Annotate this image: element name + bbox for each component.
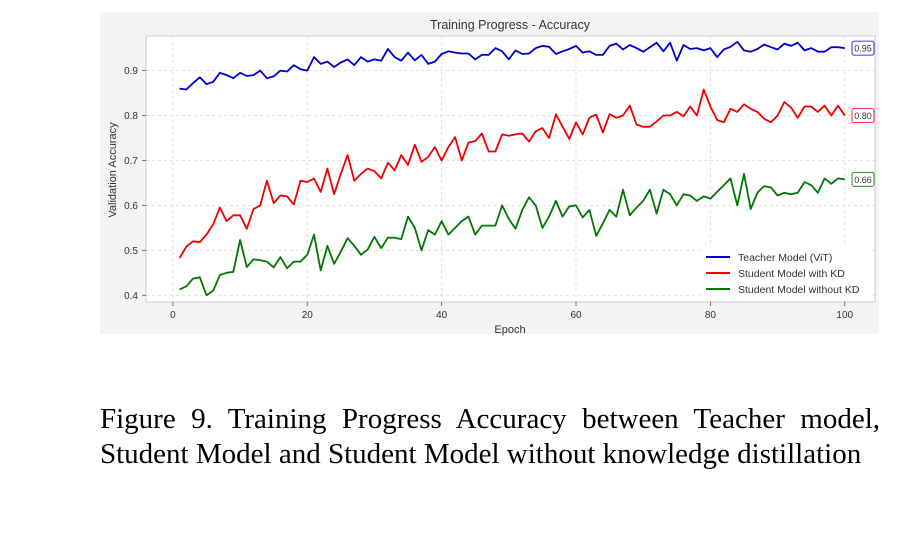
y-tick-label: 0.9 [124,66,138,77]
end-label-text-2: 0.66 [854,175,872,185]
x-tick-label: 40 [436,310,448,321]
chart-figure: Training Progress - Accuracy 0 20 40 60 80 10… [100,12,879,336]
y-tick-label: 0.8 [124,111,138,122]
series-line-0 [179,40,845,91]
series-line-1 [178,88,846,259]
y-tick-label: 0.7 [124,156,138,167]
y-tick-label: 0.5 [124,246,138,257]
x-tick-label: 20 [302,310,314,321]
figure-caption: Figure 9. Training Progress Accuracy bet… [100,403,880,470]
chart-title: Training Progress - Accuracy [430,18,591,32]
legend: Teacher Model (ViT) Student Model with K… [700,247,872,299]
x-tick-label: 60 [570,310,582,321]
x-tick-label: 100 [836,310,853,321]
legend-label-student-kd: Student Model with KD [738,268,845,280]
end-value-labels: 0.95 0.80 0.66 [851,40,875,187]
legend-label-teacher: Teacher Model (ViT) [738,252,832,264]
end-label-text-0: 0.95 [854,44,872,54]
y-tick-label: 0.6 [124,201,138,212]
axis-ticks: 0 20 40 60 80 100 0.4 0.5 0.6 0.7 0.8 0.9 [124,66,853,321]
end-label-box-2 [851,171,875,187]
x-tick-label: 80 [705,310,717,321]
y-tick-label: 0.4 [124,291,138,302]
y-axis-label: Validation Accuracy [107,122,119,218]
end-label-box-0 [851,40,875,56]
x-axis-label: Epoch [494,324,525,336]
end-label-box-1 [851,108,875,123]
x-tick-label: 0 [170,310,176,321]
series-line-2 [179,172,845,297]
legend-label-student-no-kd: Student Model without KD [738,284,860,296]
series-lines [178,40,846,297]
end-label-text-1: 0.80 [854,111,872,121]
